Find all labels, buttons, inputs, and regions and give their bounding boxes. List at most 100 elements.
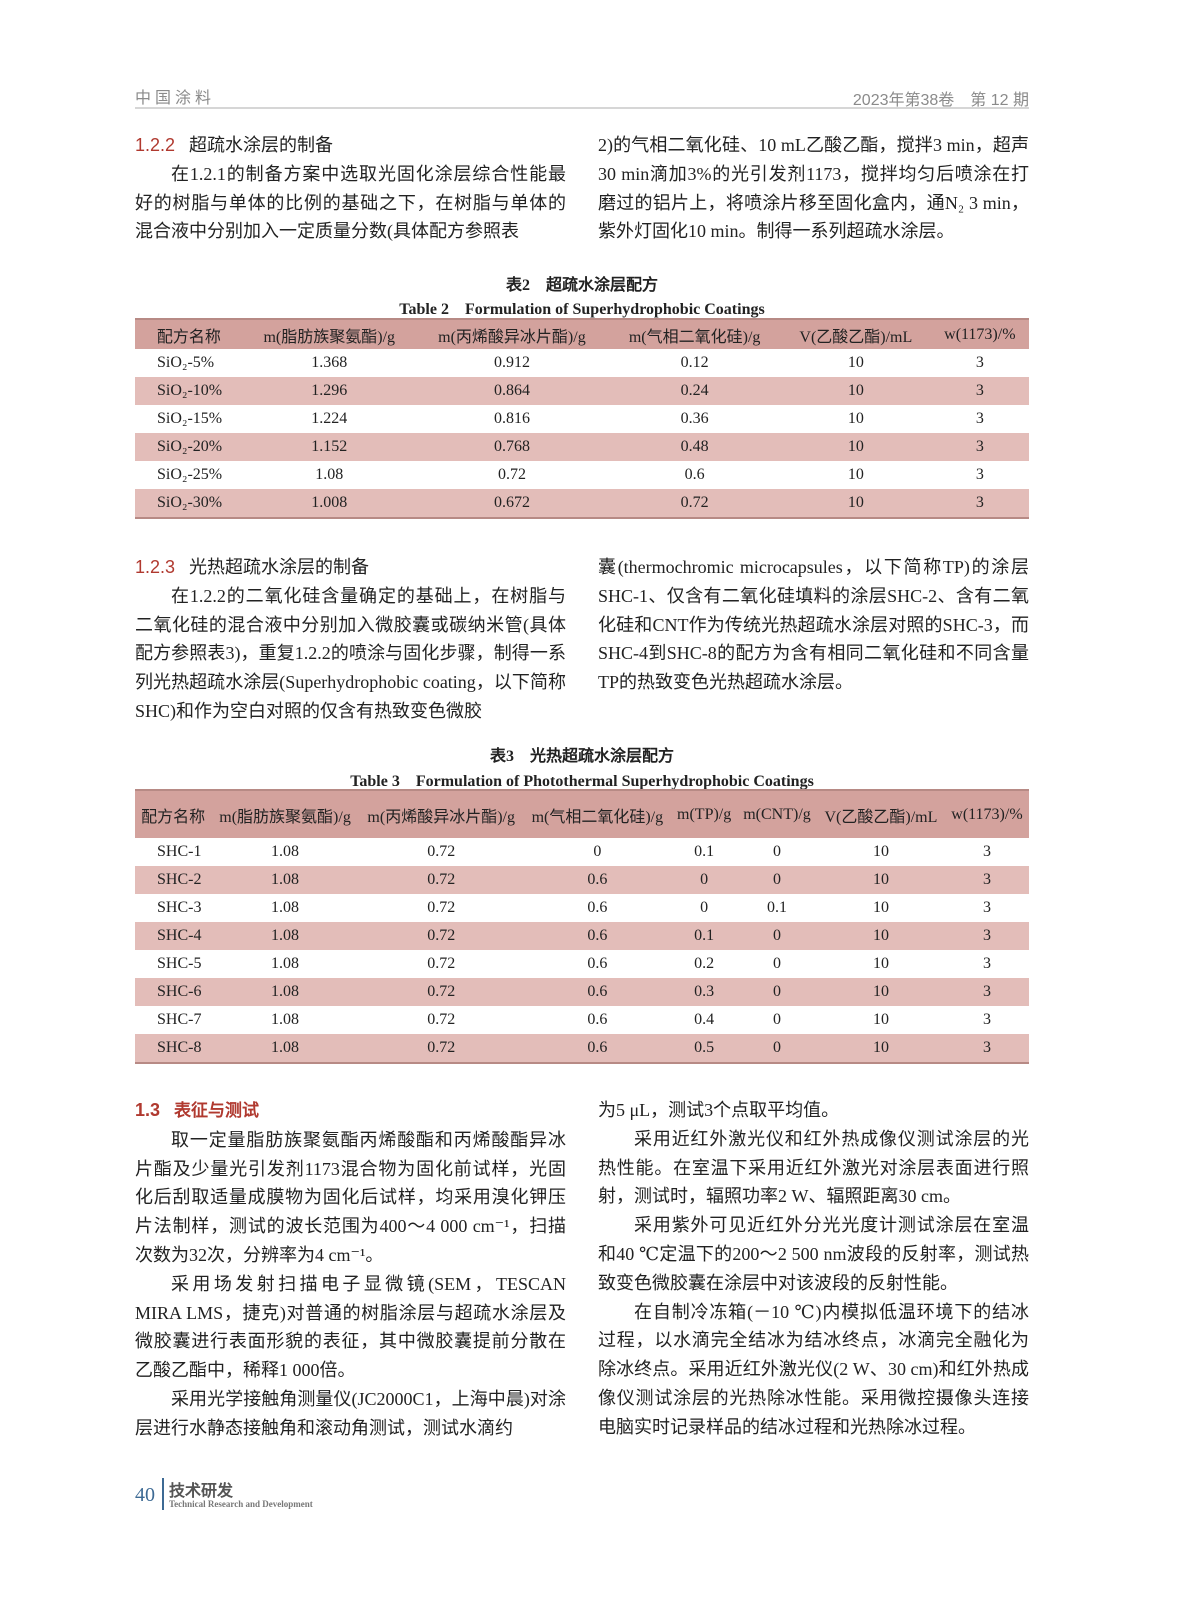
table-cell: SHC-1 <box>157 843 202 860</box>
table-cell: 0.72 <box>358 922 524 950</box>
table-cell: 3 <box>930 377 1029 405</box>
table-cell: SHC-2 <box>135 866 212 894</box>
table-cell: 1.08 <box>211 1034 359 1064</box>
table-cell: 0.72 <box>427 1011 456 1028</box>
column-header: m(CNT)/g <box>737 789 817 838</box>
table-cell: 1.008 <box>242 489 416 519</box>
page-number: 40 <box>135 1484 155 1506</box>
table-cell: 3 <box>930 489 1029 519</box>
table-cell: 0 <box>671 866 738 894</box>
section-heading: 1.2.2 超疏水涂层的制备 <box>135 135 334 155</box>
table-row: SHC-3 1.08 0.72 0.6 0 0.1 10 3 <box>135 894 1029 922</box>
table-cell: 0.72 <box>358 866 524 894</box>
table-cell: 0.6 <box>587 899 608 916</box>
table-row: SHC-2 1.08 0.72 0.6 0 0 10 3 <box>135 866 1029 894</box>
table-cell: 0.6 <box>684 466 705 483</box>
table-cell: 0.816 <box>493 410 530 427</box>
table3-caption-en: Table 3 Formulation of Photothermal Supe… <box>350 773 814 790</box>
issue-info: 2023年第38卷 第 12 期 <box>852 92 1029 109</box>
table-cell: 0.6 <box>523 1034 672 1064</box>
table-cell: 0.36 <box>680 410 709 427</box>
table-cell: 10 <box>847 354 864 371</box>
table-cell: 1.08 <box>271 955 300 972</box>
table-cell: 0.1 <box>767 899 788 916</box>
table-cell: 1.08 <box>271 899 300 916</box>
table-cell: 0.3 <box>671 978 738 1006</box>
table-cell: 0.6 <box>523 922 672 950</box>
journal-name: 中国涂料 <box>135 88 216 107</box>
footer-section-en: Technical Research and Development <box>169 1499 313 1509</box>
footer-section-cn: 技术研发 <box>169 1481 234 1500</box>
column-header: m(TP)/g <box>671 789 738 838</box>
column-header: 配方名称 <box>135 318 243 349</box>
table-cell: SiO₂-10% <box>135 377 243 405</box>
table-cell: 0 <box>773 955 782 972</box>
table-cell: 10 <box>816 978 945 1006</box>
table-cell: 1.08 <box>211 922 359 950</box>
section-1-2-2-left: 1.2.2 超疏水涂层的制备 在1.2.1的制备方案中选取光固化涂层综合性能最好的… <box>135 131 566 246</box>
table-cell: 0.72 <box>608 489 782 519</box>
paragraph: 采用光学接触角测量仪(JC2000C1，上海中晨)对涂层进行水静态接触角和滚动角… <box>135 1388 566 1438</box>
table-cell: 0.768 <box>415 433 609 461</box>
table-cell: 3 <box>930 433 1029 461</box>
table-cell: 0 <box>773 843 782 860</box>
table-row: SiO₂-20% 1.152 0.768 0.48 10 3 <box>135 433 1029 461</box>
column-header: w(1173)/% <box>944 789 1029 838</box>
column-header: V(乙酸乙酯)/mL <box>781 318 931 349</box>
table-cell: 10 <box>781 377 931 405</box>
table-cell: 0.2 <box>694 955 715 972</box>
table-row: SiO₂-30% 1.008 0.672 0.72 10 3 <box>135 489 1029 519</box>
paragraph: 在1.2.1的制备方案中选取光固化涂层综合性能最好的树脂与单体的比例的基础之下，… <box>135 163 566 242</box>
header-divider <box>135 107 1029 109</box>
paragraph: 在自制冷冻箱(－10 ℃)内模拟低温环境下的结冰过程，以水滴完全结冰为结冰终点，… <box>598 1301 1029 1437</box>
table-cell: SHC-5 <box>157 955 202 972</box>
table-cell: 0.672 <box>415 489 609 519</box>
table-row: SHC-1 1.08 0.72 0 0.1 0 10 3 <box>135 838 1029 866</box>
table-cell: 0.48 <box>608 433 782 461</box>
footer-divider <box>162 1478 164 1510</box>
column-header: m(丙烯酸异冰片酯)/g <box>415 318 609 349</box>
paragraph: 2)的气相二氧化硅、10 mL乙酸乙酯，搅拌3 min，超声30 min滴加3%… <box>598 135 1029 242</box>
table-cell: 0.72 <box>497 466 526 483</box>
table-cell: 0.6 <box>523 978 672 1006</box>
column-header: m(气相二氧化硅)/g <box>523 789 672 838</box>
table-cell: 3 <box>975 466 984 483</box>
table-cell: 3 <box>982 899 991 916</box>
table-cell: 0 <box>773 1011 782 1028</box>
table-cell: 3 <box>982 955 991 972</box>
table-cell: 1.224 <box>311 410 348 427</box>
section-heading: 1.2.3 光热超疏水涂层的制备 <box>135 557 370 577</box>
table-cell: 0.5 <box>671 1034 738 1064</box>
section-1-2-3-left: 1.2.3 光热超疏水涂层的制备 在1.2.2的二氧化硅含量确定的基础上，在树脂与… <box>135 553 566 726</box>
table-cell: 3 <box>975 354 984 371</box>
table-cell: 3 <box>944 1034 1029 1064</box>
column-header: m(脂肪族聚氨酯)/g <box>242 318 416 349</box>
table-cell: 10 <box>781 489 931 519</box>
table2-caption-cn: 表2 超疏水涂层配方 <box>505 277 658 294</box>
table-cell: SiO₂-25% <box>157 466 223 483</box>
column-header: V(乙酸乙酯)/mL <box>816 789 945 838</box>
table-cell: SiO₂-30% <box>135 489 243 519</box>
section-1-3-left: 1.3 表征与测试 取一定量脂肪族聚氨酯丙烯酸酯和丙烯酸酯异冰片酯及少量光引发剂1… <box>135 1096 566 1443</box>
table-cell: 10 <box>816 1034 945 1064</box>
table-cell: 10 <box>847 410 864 427</box>
table-cell: 0.6 <box>587 955 608 972</box>
section-1-3-right: 为5 μL，测试3个点取平均值。 采用近红外激光仪和红外热成像仪测试涂层的光热性… <box>598 1096 1029 1442</box>
table-cell: 0 <box>700 899 709 916</box>
table-cell: SHC-6 <box>135 978 212 1006</box>
table-cell: 0.24 <box>608 377 782 405</box>
table-cell: 3 <box>944 978 1029 1006</box>
table-cell: 10 <box>847 466 864 483</box>
table-cell: 0.1 <box>671 922 738 950</box>
paragraph: 采用紫外可见近红外分光光度计测试涂层在室温和40 ℃定温下的200～2 500 … <box>598 1215 1029 1293</box>
section-heading: 1.3 表征与测试 <box>135 1100 260 1121</box>
table-cell: 10 <box>872 899 889 916</box>
table-row: SHC-7 1.08 0.72 0.6 0.4 0 10 3 <box>135 1006 1029 1034</box>
table-cell: 3 <box>975 410 984 427</box>
table-cell: 0 <box>737 1034 817 1064</box>
table-cell: 0 <box>737 978 817 1006</box>
paragraph: 取一定量脂肪族聚氨酯丙烯酸酯和丙烯酸酯异冰片酯及少量光引发剂1173混合物为固化… <box>135 1129 566 1265</box>
table-cell: 0.864 <box>415 377 609 405</box>
table-cell: 3 <box>944 922 1029 950</box>
table-cell: 10 <box>781 433 931 461</box>
